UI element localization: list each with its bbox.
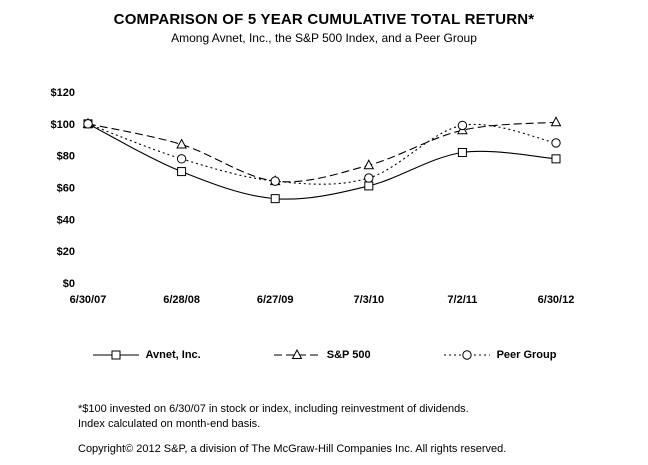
triangle-marker-icon — [291, 348, 303, 359]
legend-entry-3: Peer Group — [443, 348, 557, 362]
y-axis-tick-label: $100 — [51, 119, 75, 131]
triangle-marker-icon — [550, 116, 562, 127]
circle-marker-icon — [457, 120, 468, 131]
legend-label: Peer Group — [496, 349, 557, 361]
x-axis-tick-label: 6/30/12 — [538, 294, 575, 306]
chart-legend: Avnet, Inc. S&P 500 Peer Group — [0, 348, 648, 362]
series-line-2 — [87, 121, 557, 183]
circle-marker-icon — [176, 154, 187, 164]
circle-marker-icon — [461, 350, 472, 360]
legend-square-sample-icon — [92, 350, 139, 360]
y-axis-tick-label: $120 — [51, 87, 75, 99]
footnotes: *$100 invested on 6/30/07 in stock or in… — [78, 402, 469, 432]
square-marker-icon — [457, 147, 467, 157]
chart-title: COMPARISON OF 5 YEAR CUMULATIVE TOTAL RE… — [113, 11, 535, 28]
triangle-marker-icon — [363, 159, 375, 170]
circle-marker-icon — [364, 173, 374, 183]
square-marker-icon — [270, 194, 280, 204]
square-marker-icon — [111, 350, 121, 360]
x-axis-tick-label: 7/2/11 — [447, 294, 477, 306]
chart-subtitle: Among Avnet, Inc., the S&P 500 Index, an… — [171, 31, 477, 45]
legend-label: Avnet, Inc. — [145, 349, 201, 361]
circle-marker-icon — [83, 119, 93, 129]
legend-circle-sample-icon — [443, 350, 490, 360]
legend-entry-2: S&P 500 — [273, 348, 371, 362]
x-axis-tick-label: 6/27/09 — [257, 294, 294, 306]
series-line-1 — [87, 123, 557, 200]
triangle-marker-icon — [176, 138, 187, 149]
y-axis-tick-label: $20 — [57, 246, 75, 258]
copyright-text: Copyright© 2012 S&P, a division of The M… — [78, 443, 507, 455]
x-axis-tick-label: 6/28/08 — [163, 294, 200, 306]
y-axis-tick-label: $80 — [57, 151, 75, 163]
legend-label: S&P 500 — [326, 349, 371, 361]
circle-marker-icon — [551, 138, 561, 148]
y-axis-tick-label: $40 — [57, 214, 75, 226]
square-marker-icon — [364, 181, 374, 191]
footnote-line-1: *$100 invested on 6/30/07 in stock or in… — [78, 403, 469, 415]
x-axis-tick-label: 6/30/07 — [70, 294, 107, 306]
line-chart: $0 $20 $40 $60 $80 $100 $120 6/30/07 6/28/08 6/27… — [51, 87, 575, 306]
y-axis-tick-label: $0 — [63, 278, 75, 290]
y-axis-tick-label: $60 — [57, 183, 75, 195]
legend-triangle-sample-icon — [273, 348, 320, 359]
square-marker-icon — [551, 154, 561, 164]
footnote-line-2: Index calculated on month-end basis. — [78, 418, 261, 430]
series-line-3 — [87, 123, 557, 185]
legend-entry-1: Avnet, Inc. — [92, 348, 201, 362]
square-marker-icon — [177, 167, 187, 177]
x-axis-tick-label: 7/3/10 — [354, 294, 385, 306]
circle-marker-icon — [270, 176, 280, 186]
